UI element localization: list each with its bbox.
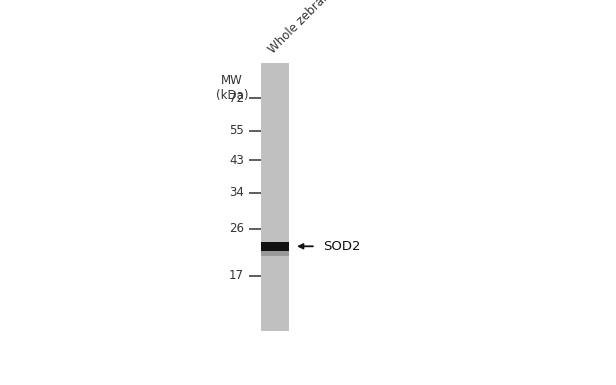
Text: MW
(kDa): MW (kDa) [216,74,248,102]
Text: 17: 17 [229,270,244,283]
Text: 72: 72 [229,92,244,105]
Text: SOD2: SOD2 [323,240,360,253]
Bar [261,62,290,331]
Text: Whole zebrafish: Whole zebrafish [266,0,342,57]
Text: 55: 55 [229,124,244,137]
Text: 43: 43 [229,154,244,167]
Text: 26: 26 [229,222,244,235]
Bar [261,242,290,251]
Text: 34: 34 [229,186,244,199]
Bar [261,251,290,256]
